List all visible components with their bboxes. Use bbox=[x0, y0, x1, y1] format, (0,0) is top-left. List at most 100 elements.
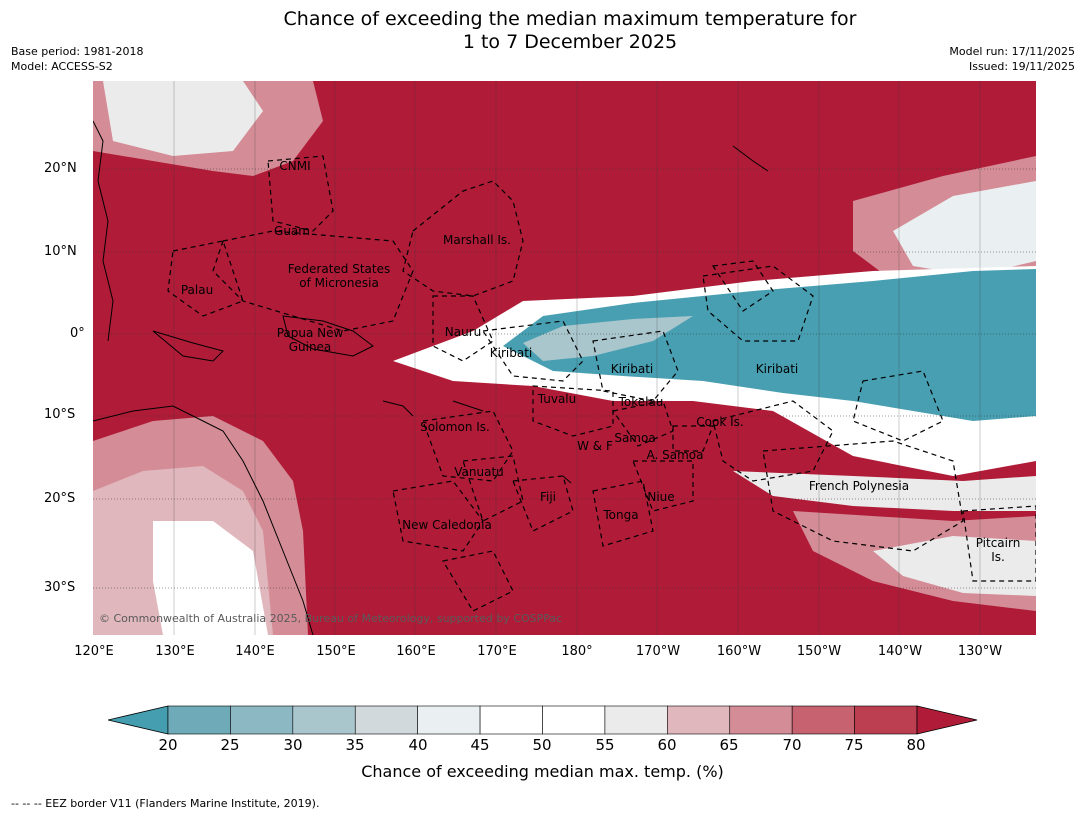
title-line-1: Chance of exceeding the median maximum t… bbox=[283, 8, 857, 30]
label-png-line-1: Papua New bbox=[276, 326, 344, 340]
colorbar-segment bbox=[417, 705, 481, 735]
label-pitcairn-line-2: Is. bbox=[991, 550, 1005, 564]
lon-label-140e: 140°E bbox=[235, 644, 275, 659]
coastlines bbox=[93, 120, 769, 635]
lon-label-140w: 140°W bbox=[877, 644, 923, 659]
colorbar bbox=[108, 705, 978, 735]
label-fiji: Fiji bbox=[539, 490, 557, 504]
title-line-2: 1 to 7 December 2025 bbox=[462, 31, 678, 53]
colorbar-segments bbox=[167, 705, 918, 735]
colorbar-segment bbox=[542, 705, 606, 735]
map-canvas bbox=[93, 81, 1036, 635]
label-pitcairn-line-1: Pitcairn bbox=[975, 536, 1021, 550]
southeast-pale-patch bbox=[873, 536, 1036, 596]
forecast-map: CNMI Guam Marshall Is. Federated States … bbox=[93, 81, 1036, 635]
colorbar-tick-50: 50 bbox=[532, 736, 552, 754]
colorbar-tick-55: 55 bbox=[595, 736, 615, 754]
eez-footnote: -- -- -- EEZ border V11 (Flanders Marine… bbox=[11, 797, 320, 810]
colorbar-segment bbox=[791, 705, 855, 735]
label-french-polynesia: French Polynesia bbox=[808, 479, 910, 493]
lat-label-10n: 10°N bbox=[44, 244, 77, 259]
label-solomon-islands: Solomon Is. bbox=[420, 420, 490, 434]
colorbar-tick-35: 35 bbox=[345, 736, 365, 754]
lon-label-160e: 160°E bbox=[396, 644, 436, 659]
label-new-caledonia: New Caledonia bbox=[402, 518, 492, 532]
label-federated-states-micronesia: Federated States of Micronesia bbox=[288, 262, 390, 290]
label-tuvalu: Tuvalu bbox=[537, 392, 577, 406]
lon-label-150w: 150°W bbox=[796, 644, 842, 659]
label-fsm-line-1: Federated States bbox=[287, 262, 391, 276]
colorbar-segment bbox=[604, 705, 668, 735]
base-period: Base period: 1981-2018 bbox=[11, 45, 144, 58]
colorbar-tick-25: 25 bbox=[220, 736, 240, 754]
colorbar-tick-65: 65 bbox=[719, 736, 739, 754]
latitude-gridlines bbox=[93, 168, 1036, 589]
colorbar-segment bbox=[667, 705, 731, 735]
colorbar-segment bbox=[167, 705, 231, 735]
lat-label-20s: 20°S bbox=[44, 491, 76, 506]
colorbar-segment bbox=[729, 705, 793, 735]
colorbar-segment bbox=[230, 705, 294, 735]
lon-label-160w: 160°W bbox=[716, 644, 762, 659]
north-patch-east-pale bbox=[893, 181, 1036, 276]
label-kiribati-east: Kiribati bbox=[755, 362, 799, 376]
lon-label-150e: 150°E bbox=[316, 644, 356, 659]
label-kiribati-west: Kiribati bbox=[489, 346, 533, 360]
meta-left: Base period: 1981-2018 Model: ACCESS-S2 bbox=[11, 44, 143, 74]
model-name: Model: ACCESS-S2 bbox=[11, 60, 113, 73]
colorbar-high-extension bbox=[916, 705, 978, 735]
meta-right: Model run: 17/11/2025 Issued: 19/11/2025 bbox=[949, 44, 1075, 74]
colorbar-tick-40: 40 bbox=[408, 736, 428, 754]
colorbar-tick-70: 70 bbox=[782, 736, 802, 754]
lat-label-20n: 20°N bbox=[44, 161, 77, 176]
label-cook-islands: Cook Is. bbox=[696, 415, 744, 429]
label-pitcairn-islands: Pitcairn Is. bbox=[976, 536, 1021, 564]
chart-title: Chance of exceeding the median maximum t… bbox=[0, 8, 1085, 54]
colorbar-segment bbox=[354, 705, 418, 735]
label-png-line-2: Guinea bbox=[288, 340, 332, 354]
label-niue: Niue bbox=[647, 490, 675, 504]
colorbar-tick-45: 45 bbox=[470, 736, 490, 754]
label-tokelau: Tokelau bbox=[618, 395, 664, 409]
label-vanuatu: Vanuatu bbox=[454, 465, 504, 479]
copyright-notice: © Commonwealth of Australia 2025, Bureau… bbox=[99, 612, 563, 625]
australia-white bbox=[153, 521, 268, 635]
label-papua-new-guinea: Papua New Guinea bbox=[277, 326, 344, 354]
lon-label-180: 180° bbox=[561, 644, 593, 659]
label-cnmi: CNMI bbox=[279, 159, 311, 173]
lon-label-130e: 130°E bbox=[155, 644, 195, 659]
label-kiribati-central: Kiribati bbox=[610, 362, 654, 376]
colorbar-tick-75: 75 bbox=[844, 736, 864, 754]
north-patch-west-pale bbox=[103, 81, 263, 156]
lon-label-170e: 170°E bbox=[477, 644, 517, 659]
longitude-gridlines bbox=[173, 81, 981, 635]
colorbar-low-extension bbox=[108, 705, 169, 735]
label-nauru: Nauru bbox=[444, 325, 482, 339]
colorbar-segment bbox=[854, 705, 918, 735]
label-american-samoa: A. Samoa bbox=[646, 448, 704, 462]
label-marshall-islands: Marshall Is. bbox=[443, 233, 511, 247]
label-wallis-futuna: W & F bbox=[577, 439, 613, 453]
label-tonga: Tonga bbox=[603, 508, 639, 522]
colorbar-segment bbox=[479, 705, 543, 735]
colorbar-segment bbox=[292, 705, 356, 735]
lat-label-equator: 0° bbox=[70, 326, 85, 341]
lon-label-170w: 170°W bbox=[635, 644, 681, 659]
equatorial-cool-fringe bbox=[523, 316, 693, 361]
lon-label-120e: 120°E bbox=[74, 644, 114, 659]
colorbar-label: Chance of exceeding median max. temp. (%… bbox=[361, 762, 724, 781]
lon-label-130w: 130°W bbox=[957, 644, 1003, 659]
equatorial-cool-tongue bbox=[503, 269, 1036, 421]
eez-borders bbox=[167, 155, 1036, 612]
label-samoa: Samoa bbox=[614, 431, 656, 445]
label-guam: Guam bbox=[274, 224, 310, 238]
lat-label-10s: 10°S bbox=[44, 407, 76, 422]
colorbar-tick-60: 60 bbox=[657, 736, 677, 754]
colorbar-tick-80: 80 bbox=[906, 736, 926, 754]
model-run: Model run: 17/11/2025 bbox=[949, 45, 1075, 58]
lat-label-30s: 30°S bbox=[44, 580, 76, 595]
colorbar-tick-20: 20 bbox=[158, 736, 178, 754]
issued-date: Issued: 19/11/2025 bbox=[968, 60, 1075, 73]
label-palau: Palau bbox=[180, 283, 214, 297]
label-fsm-line-2: of Micronesia bbox=[299, 276, 379, 290]
